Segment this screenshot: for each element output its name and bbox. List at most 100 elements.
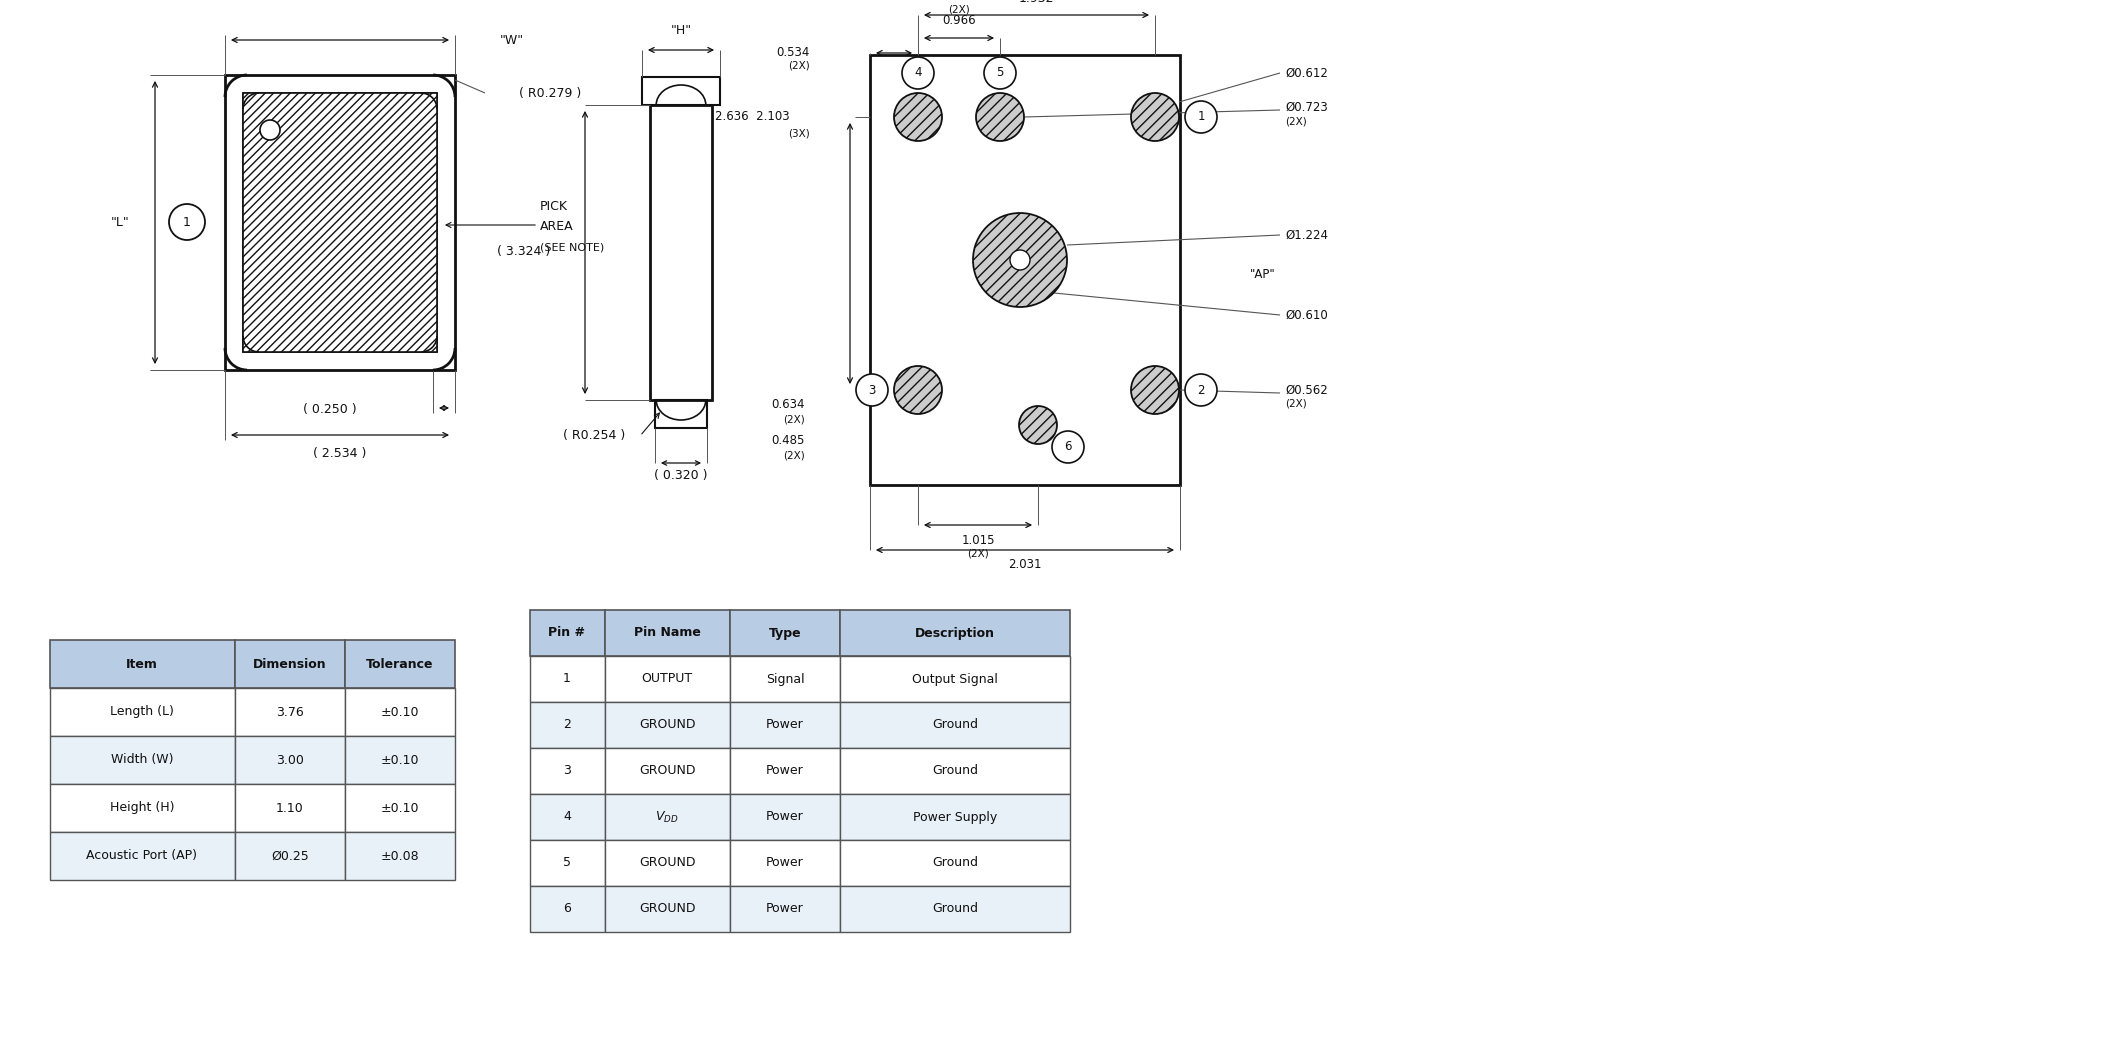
Bar	[606, 702, 729, 748]
Text: (3X): (3X)	[789, 128, 810, 138]
Bar	[729, 702, 840, 748]
Text: 0.534: 0.534	[776, 47, 810, 60]
Text: Power: Power	[765, 719, 804, 731]
Text: (2X): (2X)	[782, 450, 806, 460]
Bar	[51, 688, 236, 736]
Bar	[344, 832, 455, 880]
Text: ( 0.250 ): ( 0.250 )	[304, 404, 357, 417]
Circle shape	[1018, 406, 1057, 444]
Text: Type: Type	[770, 626, 802, 640]
Text: Ø1.224: Ø1.224	[1284, 229, 1329, 241]
Text: Power Supply: Power Supply	[912, 810, 997, 824]
Circle shape	[901, 57, 933, 89]
Text: GROUND: GROUND	[638, 902, 695, 915]
Bar	[51, 784, 236, 832]
Text: Power: Power	[765, 857, 804, 870]
Text: Item: Item	[125, 658, 157, 671]
Text: Ground: Ground	[931, 857, 978, 870]
Circle shape	[984, 57, 1016, 89]
Text: 5: 5	[563, 857, 572, 870]
Circle shape	[259, 120, 281, 140]
Text: (SEE NOTE): (SEE NOTE)	[540, 242, 604, 252]
Text: 0.966: 0.966	[942, 15, 976, 28]
Text: Pin Name: Pin Name	[634, 626, 699, 640]
Text: 1.015: 1.015	[961, 534, 995, 546]
Text: Ø0.25: Ø0.25	[272, 849, 308, 862]
Bar	[729, 610, 840, 656]
Text: OUTPUT: OUTPUT	[642, 673, 693, 686]
Bar	[729, 794, 840, 840]
Bar	[529, 794, 606, 840]
Bar	[242, 92, 438, 352]
Bar	[642, 77, 721, 105]
Bar	[51, 640, 236, 688]
Bar	[344, 688, 455, 736]
Circle shape	[895, 92, 942, 141]
Text: 6: 6	[1065, 440, 1072, 454]
Text: 5: 5	[997, 67, 1003, 80]
Bar	[606, 794, 729, 840]
Text: Ø0.610: Ø0.610	[1284, 308, 1329, 321]
Text: Ø0.562: Ø0.562	[1284, 384, 1329, 396]
Text: 6: 6	[563, 902, 572, 915]
Text: ( 3.324 ): ( 3.324 )	[497, 246, 551, 258]
Bar	[606, 748, 729, 794]
Text: (2X): (2X)	[1284, 399, 1307, 409]
Bar	[606, 885, 729, 932]
Bar	[225, 75, 455, 370]
Circle shape	[1131, 366, 1180, 414]
Bar	[729, 885, 840, 932]
Bar	[344, 640, 455, 688]
Bar	[529, 610, 606, 656]
Text: Description: Description	[914, 626, 995, 640]
Circle shape	[1131, 92, 1180, 141]
Text: (2X): (2X)	[948, 4, 969, 14]
Text: Power: Power	[765, 810, 804, 824]
Text: GROUND: GROUND	[638, 857, 695, 870]
Text: Width (W): Width (W)	[111, 754, 172, 766]
Bar	[840, 610, 1069, 656]
Bar	[840, 656, 1069, 702]
Text: Ø0.612: Ø0.612	[1284, 67, 1329, 80]
Text: 2: 2	[1197, 384, 1205, 396]
Text: PICK: PICK	[540, 201, 568, 214]
Bar	[840, 702, 1069, 748]
Bar	[236, 736, 344, 784]
Text: ±0.08: ±0.08	[381, 849, 419, 862]
Text: Acoustic Port (AP): Acoustic Port (AP)	[87, 849, 198, 862]
Bar	[529, 885, 606, 932]
Text: "H": "H"	[670, 24, 691, 37]
Text: ±0.10: ±0.10	[381, 706, 419, 719]
Bar	[870, 55, 1180, 485]
Circle shape	[1184, 101, 1216, 133]
Circle shape	[168, 204, 204, 240]
Bar	[729, 748, 840, 794]
Text: 1.932: 1.932	[1018, 0, 1054, 4]
Bar	[236, 640, 344, 688]
Text: ( R0.254 ): ( R0.254 )	[563, 429, 625, 442]
Text: Ground: Ground	[931, 719, 978, 731]
Bar	[529, 840, 606, 885]
Text: "AP": "AP"	[1250, 269, 1276, 282]
Text: $V_{DD}$: $V_{DD}$	[655, 809, 678, 825]
Bar	[840, 748, 1069, 794]
Text: Ground: Ground	[931, 902, 978, 915]
Text: 3.76: 3.76	[276, 706, 304, 719]
Bar	[529, 656, 606, 702]
Text: Length (L): Length (L)	[111, 706, 174, 719]
Text: 2.636  2.103: 2.636 2.103	[714, 111, 791, 123]
Text: 4: 4	[914, 67, 923, 80]
Bar	[655, 400, 708, 428]
Text: 1: 1	[563, 673, 572, 686]
Text: GROUND: GROUND	[638, 764, 695, 777]
Text: 2.031: 2.031	[1008, 558, 1042, 572]
Circle shape	[1010, 250, 1029, 270]
Bar	[840, 794, 1069, 840]
Circle shape	[1052, 431, 1084, 463]
Text: "W": "W"	[500, 34, 525, 47]
Text: Output Signal: Output Signal	[912, 673, 997, 686]
Text: 1.10: 1.10	[276, 802, 304, 814]
Bar	[51, 832, 236, 880]
Text: (2X): (2X)	[967, 549, 989, 558]
Text: (2X): (2X)	[1284, 116, 1307, 126]
